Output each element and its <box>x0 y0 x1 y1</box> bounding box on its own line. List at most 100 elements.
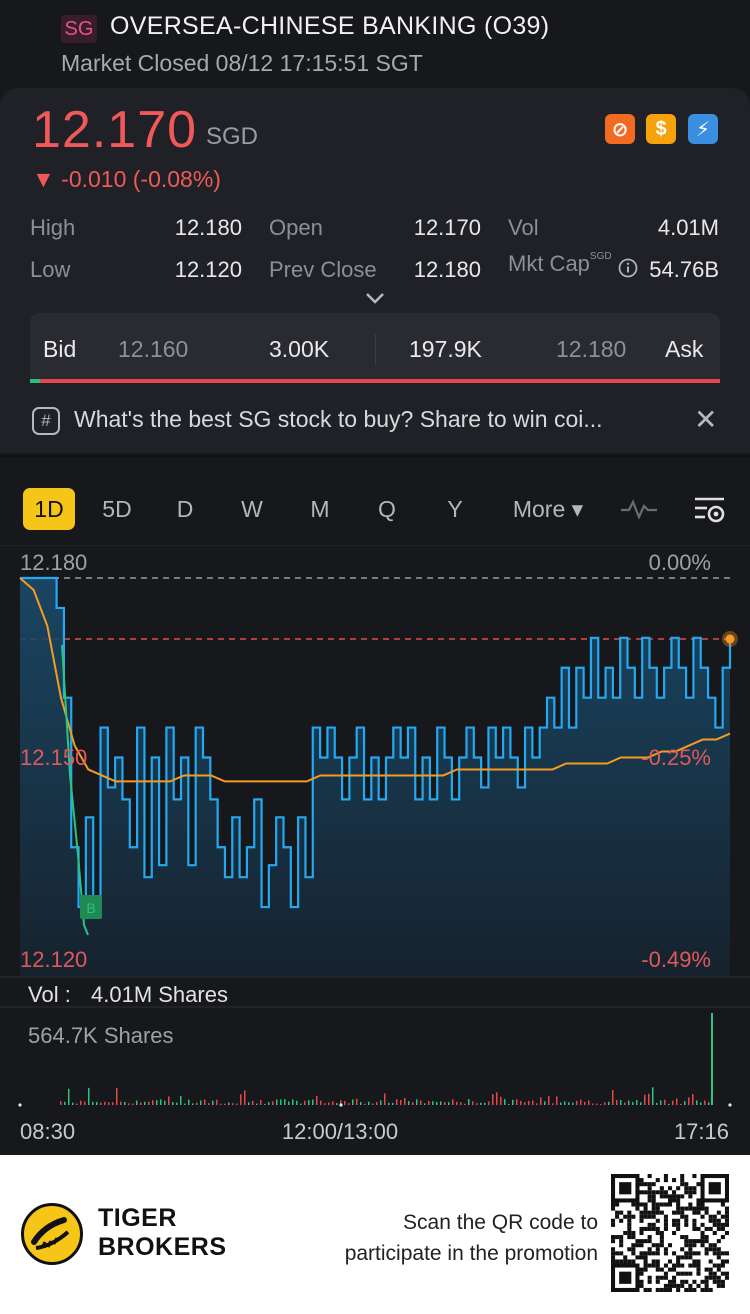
brand-line-2: BROKERS <box>98 1233 227 1261</box>
volume-bar <box>600 1103 602 1105</box>
tab-q[interactable]: Q <box>378 496 396 522</box>
volume-bar <box>136 1100 138 1105</box>
hashtag-icon: # <box>32 407 60 435</box>
volume-bar <box>120 1101 122 1105</box>
volume-bar <box>668 1103 670 1105</box>
green-segment <box>61 644 89 936</box>
price-change: ▼ -0.010 (-0.08%) <box>32 166 221 192</box>
mkt-cap-label: Mkt CapSGD <box>508 251 612 277</box>
no-short-icon[interactable]: ⊘ <box>605 114 635 144</box>
volume-bar <box>164 1100 166 1105</box>
tab-more[interactable]: More ▾ <box>512 496 584 522</box>
brand-name: TIGER BROKERS <box>98 1204 227 1262</box>
volume-bar <box>184 1103 186 1105</box>
volume-bar <box>96 1101 98 1105</box>
x-tick-2: 17:16 <box>674 1119 729 1144</box>
volume-bar <box>104 1101 106 1105</box>
volume-bar <box>492 1094 494 1105</box>
tab-1d[interactable]: 1D <box>23 488 75 530</box>
volume-bar <box>584 1101 586 1105</box>
info-icon[interactable] <box>618 258 638 278</box>
volume-bar <box>404 1098 406 1105</box>
flash-icon[interactable]: ⚡ <box>688 114 718 144</box>
volume-bar <box>576 1100 578 1105</box>
x-axis-dot <box>18 1103 22 1107</box>
volume-bar <box>264 1103 266 1105</box>
close-icon[interactable]: ✕ <box>694 404 718 435</box>
mkt-cap-value: 54.76B <box>649 257 719 282</box>
tab-y[interactable]: Y <box>447 496 463 522</box>
volume-bar <box>620 1100 622 1105</box>
volume-bar <box>328 1102 330 1105</box>
volume-bar <box>672 1100 674 1105</box>
tab-w[interactable]: W <box>241 496 263 522</box>
volume-bar <box>128 1103 130 1105</box>
volume-bar <box>216 1099 218 1105</box>
tab-d[interactable]: D <box>176 496 194 522</box>
tab-m[interactable]: M <box>310 496 330 522</box>
trade-marker[interactable] <box>80 895 102 919</box>
volume-bar <box>64 1101 66 1105</box>
volume-bar <box>132 1103 134 1105</box>
volume-bar <box>244 1090 246 1105</box>
ask-label: Ask <box>665 336 704 362</box>
promo-banner-text[interactable]: What's the best SG stock to buy? Share t… <box>74 406 603 432</box>
bid-ask-ratio-bar <box>30 379 720 383</box>
volume-bar <box>660 1100 662 1105</box>
volume-bar <box>172 1102 174 1105</box>
volume-bar <box>640 1102 642 1105</box>
volume-bar <box>460 1102 462 1105</box>
volume-bar <box>84 1101 86 1105</box>
volume-bar <box>256 1103 258 1105</box>
svg-text:B: B <box>86 900 95 916</box>
open-label: Open <box>269 215 323 240</box>
volume-bar <box>476 1103 478 1105</box>
volume-bar <box>656 1102 658 1105</box>
chart-settings-icon[interactable] <box>693 494 727 526</box>
volume-bar <box>248 1102 250 1105</box>
y-tick-left-2: 12.120 <box>20 947 87 972</box>
volume-bar <box>536 1103 538 1105</box>
volume-bar <box>268 1102 270 1105</box>
volume-bar <box>636 1100 638 1105</box>
volume-bar <box>428 1100 430 1105</box>
volume-bar <box>556 1096 558 1105</box>
tab-5d[interactable]: 5D <box>102 496 132 522</box>
ask-price: 12.180 <box>556 336 627 362</box>
volume-bar <box>224 1103 226 1105</box>
volume-bar <box>444 1102 446 1105</box>
volume-bar <box>312 1099 314 1105</box>
volume-bar <box>420 1100 422 1105</box>
indicator-icon[interactable] <box>620 498 658 520</box>
volume-bar <box>504 1099 506 1105</box>
volume-bar <box>704 1100 706 1105</box>
bid-price: 12.160 <box>118 336 189 362</box>
price-area <box>20 578 730 977</box>
market-badge: SG <box>61 15 97 43</box>
volume-bar <box>604 1102 606 1105</box>
volume-bar <box>204 1099 206 1105</box>
volume-bar <box>464 1103 466 1105</box>
volume-bar <box>364 1103 366 1105</box>
volume-bar <box>352 1099 354 1105</box>
intraday-chart[interactable]: B 12.180 12.150 12.120 0.00% -0.25% -0.4… <box>0 545 750 1155</box>
chevron-down-icon[interactable] <box>364 290 386 306</box>
volume-bar <box>596 1103 598 1105</box>
volume-bar <box>208 1103 210 1105</box>
volume-bar <box>124 1101 126 1105</box>
low-value: 12.120 <box>174 257 242 282</box>
volume-bar <box>680 1103 682 1105</box>
mkt-cap-currency: SGD <box>589 251 612 262</box>
volume-bar <box>200 1100 202 1105</box>
stock-name: OVERSEA-CHINESE BANKING (O39) <box>110 12 550 40</box>
volume-bar <box>324 1103 326 1105</box>
volume-bar <box>140 1102 142 1105</box>
qr-code[interactable] <box>611 1174 729 1292</box>
volume-bar <box>528 1101 530 1105</box>
volume-bar <box>68 1088 70 1105</box>
volume-bar <box>552 1103 554 1105</box>
volume-bar <box>220 1103 222 1105</box>
volume-bar <box>400 1099 402 1105</box>
dollar-icon[interactable]: $ <box>646 114 676 144</box>
volume-bar <box>196 1102 198 1105</box>
